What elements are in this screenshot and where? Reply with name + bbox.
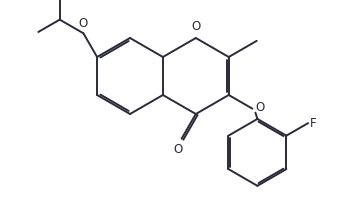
Text: O: O <box>255 101 264 114</box>
Text: O: O <box>191 19 200 32</box>
Text: O: O <box>173 143 182 156</box>
Text: F: F <box>310 117 317 130</box>
Text: O: O <box>79 17 88 30</box>
